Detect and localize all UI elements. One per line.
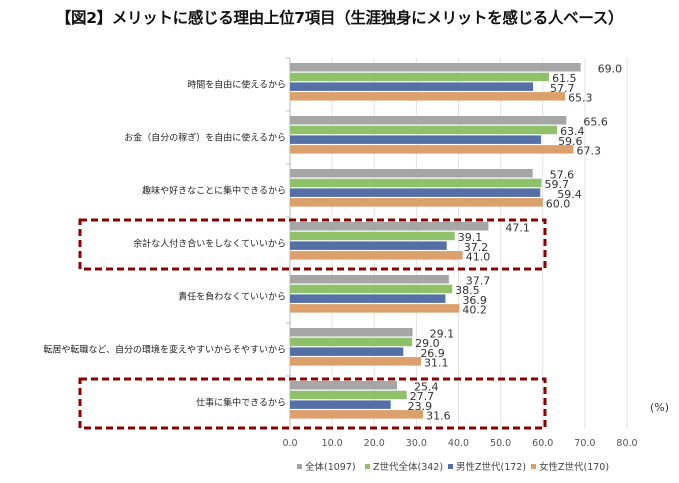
data-label: 47.1 [505,222,530,235]
data-label: 40.2 [462,304,487,317]
data-label: 59.7 [544,178,569,191]
bar [290,82,534,91]
data-label: 37.2 [464,241,489,254]
data-label: 60.0 [546,198,571,211]
bar [290,241,447,250]
legend-swatch [531,464,536,469]
category-label: お金（自分の稼ぎ）を自由に使えるから [124,132,286,144]
data-label: 41.0 [466,251,491,264]
highlight-box [78,218,547,271]
bar [290,169,533,178]
x-tick-label: 10.0 [322,438,343,449]
category-label: 責任を負わなくていいから [178,291,286,303]
bar [290,304,460,313]
bar [290,357,422,366]
data-label: 26.9 [420,347,445,360]
bar [290,284,453,294]
legend-swatch [365,464,370,469]
legend-swatch [297,464,302,469]
data-label: 23.9 [408,400,433,413]
highlight-box [78,377,547,430]
bar [290,135,542,144]
data-label: 61.5 [552,72,577,85]
x-tick-label: 0.0 [282,438,297,449]
bar [290,72,550,82]
unit-label: (%) [650,401,669,414]
category-label: 仕事に集中できるから [196,397,286,409]
data-label: 69.0 [598,63,623,76]
data-label: 67.3 [577,145,602,158]
x-tick-label: 70.0 [574,438,595,449]
bar [290,63,581,72]
bar [290,347,404,356]
data-label: 59.4 [557,188,582,201]
x-tick-label: 50.0 [490,438,511,449]
data-label: 31.6 [426,410,451,423]
category-label: 趣味や好きなことに集中できるから [142,185,286,197]
data-label: 39.1 [458,231,483,244]
data-label: 59.6 [558,135,583,148]
bar [290,337,413,347]
data-label: 65.3 [568,92,593,105]
bar [290,390,407,400]
bar [290,231,455,241]
bar [290,328,413,337]
bar [290,198,543,207]
category-label: 時間を自由に使えるから [187,79,286,91]
bar [290,275,449,284]
legend-label: 全体(1097) [305,461,356,473]
bar [290,92,566,101]
data-label: 63.4 [560,125,585,138]
legend-label: 男性Z世代(172) [456,461,526,473]
bar [290,178,542,188]
data-label: 29.0 [415,337,440,350]
data-label: 31.1 [424,357,449,370]
bar [290,400,391,409]
data-label: 36.9 [462,294,487,307]
category-label: 転居や転職など、自分の環境を変えやすいからそやすいから [43,344,286,356]
data-label: 25.4 [414,381,439,394]
bar [290,188,541,197]
bar [290,294,446,303]
data-label: 57.6 [550,169,575,182]
x-tick-label: 20.0 [364,438,385,449]
data-label: 57.7 [550,82,575,95]
bar [290,125,558,135]
chart-title: 【図2】メリットに感じる理由上位7項目（生涯独身にメリットを感じる人ベース） [55,9,624,27]
legend-swatch [448,464,453,469]
x-tick-label: 60.0 [532,438,553,449]
bar [290,116,567,125]
data-label: 65.6 [583,116,608,129]
bar [290,145,574,154]
category-label: 余計な人付き合いをしなくていいから [133,238,286,250]
legend-label: Z世代全体(342) [373,461,443,473]
data-label: 27.7 [410,390,435,403]
x-tick-label: 40.0 [448,438,469,449]
bar [290,381,397,390]
bar [290,251,463,260]
x-tick-label: 30.0 [406,438,427,449]
bar [290,410,424,419]
bar [290,222,489,231]
data-label: 29.1 [430,328,455,341]
x-tick-label: 80.0 [616,438,637,449]
data-label: 38.5 [455,284,480,297]
legend-label: 女性Z世代(170) [539,461,609,473]
data-label: 37.7 [466,275,491,288]
